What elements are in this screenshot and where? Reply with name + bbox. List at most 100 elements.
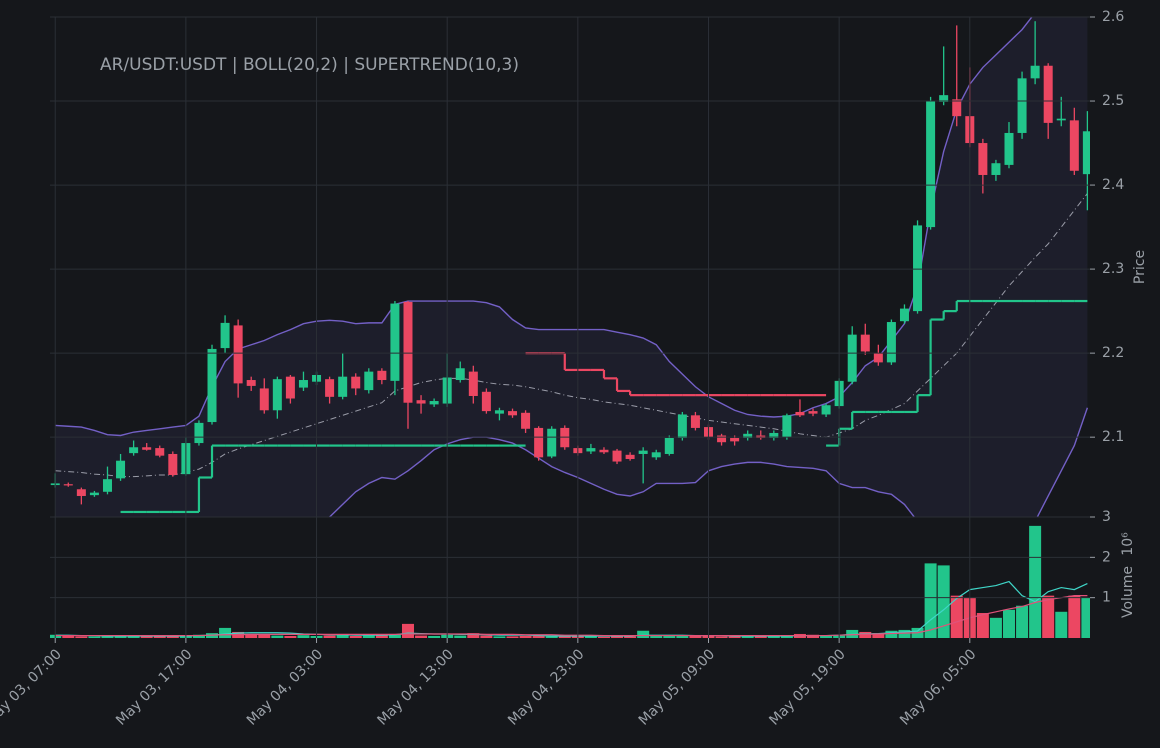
candle-body (913, 225, 923, 312)
volume-bar (637, 630, 650, 638)
candle-body (743, 433, 753, 439)
volume-bar (336, 634, 349, 638)
volume-bar (728, 636, 741, 638)
volume-bar (166, 636, 179, 638)
volume-bar (192, 634, 205, 638)
candle-body (899, 308, 909, 322)
candle-body (1043, 65, 1053, 123)
volume-bar (937, 565, 950, 638)
volume-bar (101, 635, 114, 638)
volume-bar (885, 630, 898, 638)
candle-body (508, 411, 518, 416)
volume-bar (375, 635, 388, 638)
volume-bar (454, 635, 467, 638)
candle-body (390, 303, 400, 381)
volume-bar (872, 633, 885, 638)
candle-body (285, 376, 295, 399)
candle-body (246, 380, 256, 386)
price-panel (50, 17, 1090, 517)
volume-bar (976, 612, 989, 638)
candle-body (272, 379, 282, 411)
candle-body (769, 432, 779, 439)
candle-body (194, 422, 204, 444)
volume-bar (715, 636, 728, 638)
candle-body (847, 334, 857, 382)
candle-body (1056, 118, 1066, 121)
volume-bar (767, 635, 780, 638)
volume-bar (362, 635, 375, 638)
volume-bar (284, 635, 297, 638)
bollinger-fill (55, 17, 1088, 517)
volume-bar (558, 636, 571, 638)
candle-body (638, 450, 648, 454)
volume-bar (924, 563, 937, 638)
volume-bar (1002, 609, 1015, 638)
candle-body (142, 447, 152, 450)
candle-body (364, 371, 374, 391)
volume-bar (807, 634, 820, 638)
volume-scale-label: 10⁶ (1120, 532, 1136, 556)
candle-body (1069, 120, 1079, 171)
volume-bar (689, 635, 702, 638)
candle-body (377, 370, 387, 381)
y-tick-label: 2.2 (1102, 345, 1124, 361)
candle-body (416, 400, 426, 404)
candle-body (207, 348, 217, 423)
volume-bar (663, 635, 676, 638)
volume-bar (245, 633, 258, 638)
candle-body (795, 411, 805, 416)
volume-bar (75, 636, 88, 638)
volume-bar (62, 635, 75, 638)
chart-title: AR/USDT:USDT | BOLL(20,2) | SUPERTREND(1… (100, 55, 519, 75)
candle-body (1030, 65, 1040, 79)
volume-bar (859, 631, 872, 638)
candle-body (664, 438, 674, 454)
volume-bar (950, 595, 963, 638)
volume-tick-label: 2 (1102, 549, 1111, 565)
candle-body (625, 454, 635, 460)
volume-bar (140, 636, 153, 638)
volume-bar (820, 635, 833, 638)
volume-bar (271, 635, 284, 638)
volume-bar (506, 636, 519, 638)
volume-bar (219, 627, 232, 638)
candle-body (403, 301, 413, 403)
volume-bar (780, 635, 793, 638)
volume-bar (415, 635, 428, 638)
candle-body (220, 322, 230, 349)
volume-bar (898, 629, 911, 638)
y-axis-label: Price (1132, 250, 1148, 284)
volume-bar (1055, 611, 1068, 638)
volume-bar (1081, 597, 1090, 638)
volume-bar (1068, 595, 1081, 638)
volume-bar (323, 635, 336, 638)
candle-body (63, 484, 73, 486)
volume-bar (676, 635, 689, 638)
volume-bar (297, 635, 310, 638)
volume-bar (1042, 595, 1055, 638)
y-tick-label: 2.3 (1102, 261, 1124, 277)
candle-body (155, 448, 165, 456)
volume-bar (741, 635, 754, 638)
candle-body (468, 371, 478, 396)
candle-body (116, 460, 126, 479)
candle-body (168, 453, 178, 475)
candle-body (102, 479, 112, 492)
candle-body (782, 415, 792, 438)
candle-body (1017, 78, 1027, 133)
y-tick-label: 2.5 (1102, 93, 1124, 109)
volume-bar (532, 635, 545, 638)
volume-bar (650, 635, 663, 638)
volume-bar (127, 636, 140, 638)
candle-body (821, 405, 831, 415)
candle-body (651, 452, 661, 458)
candle-body (926, 101, 936, 228)
candle-body (586, 448, 596, 452)
volume-bar (258, 634, 271, 638)
candle-body (494, 410, 504, 414)
volume-bar (388, 633, 401, 638)
candle-body (873, 353, 883, 363)
volume-bar (989, 617, 1002, 638)
candle-body (481, 391, 491, 412)
